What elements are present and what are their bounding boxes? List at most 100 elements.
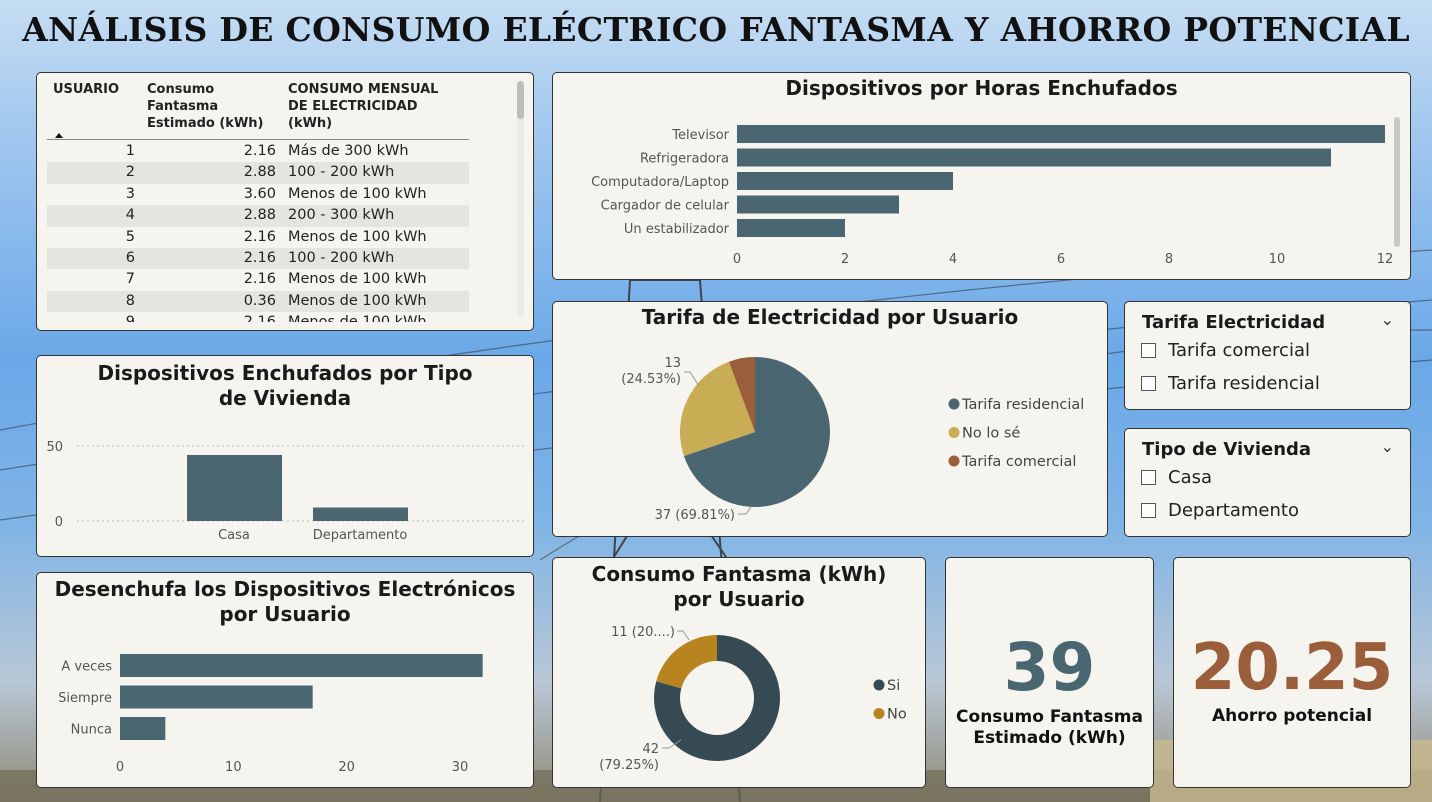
slicer-option-tarifa-comercial[interactable]: Tarifa comercial <box>1141 340 1310 361</box>
vivienda-slicer-title: Tipo de Vivienda <box>1142 439 1312 460</box>
table-row[interactable]: 4 2.88 200 - 300 kWh <box>47 205 469 227</box>
bar <box>737 172 953 190</box>
legend-marker <box>948 398 960 410</box>
table-cell: Menos de 100 kWh <box>288 228 427 245</box>
table-cell: 2.16 <box>243 250 276 266</box>
table-cell: Menos de 100 kWh <box>288 292 427 309</box>
category-label: Siempre <box>58 691 112 706</box>
table-body: 1 2.16 Más de 300 kWh 2 2.88 100 - 200 kWh 3 3.… <box>47 141 469 322</box>
bar <box>120 717 166 740</box>
legend-marker <box>948 427 960 438</box>
vivienda-slicer: Tipo de Vivienda ⌄ Casa Departamento <box>1124 428 1411 537</box>
table-row[interactable]: 5 2.16 Menos de 100 kWh <box>47 227 469 248</box>
category-label: Televisor <box>671 128 729 143</box>
table-cell: 4 <box>125 207 135 224</box>
fantasma-chart-title: Consumo Fantasma (kWh) por Usuario <box>591 562 887 611</box>
table-cell: 2 <box>125 164 135 181</box>
checkbox[interactable] <box>1141 470 1156 485</box>
vivienda-chart-card: Dispositivos Enchufados por Tipo de Vivi… <box>36 355 534 557</box>
pie-slice <box>683 357 830 507</box>
table-cell: 6 <box>125 250 135 266</box>
table-cell: 2.88 <box>243 164 276 181</box>
slicer-option-label: Tarifa residencial <box>1168 373 1320 394</box>
tarifa-slicer-title: Tarifa Electricidad <box>1142 312 1326 333</box>
table-row[interactable]: 2 2.88 100 - 200 kWh <box>47 162 469 184</box>
bar <box>120 654 483 677</box>
bar <box>313 507 408 521</box>
donut-slice <box>654 635 780 761</box>
category-label: Computadora/Laptop <box>591 175 729 190</box>
table-cell: 3 <box>125 185 135 202</box>
page-title: ANÁLISIS DE CONSUMO ELÉCTRICO FANTASMA Y… <box>22 10 1410 49</box>
table-row[interactable]: 1 2.16 Más de 300 kWh <box>47 141 469 162</box>
table-row[interactable]: 9 2.16 Menos de 100 kWh <box>47 312 469 322</box>
desenchufa-chart-card: Desenchufa los Dispositivos Electrónicos… <box>36 572 534 788</box>
kpi-ahorro-label: Ahorro potencial <box>1211 706 1373 726</box>
desenchufa-bar-chart: A veces Siempre Nunca 0 10 20 30 <box>58 654 483 775</box>
legend-label: No lo sé <box>962 426 1020 442</box>
bar <box>737 148 1331 167</box>
bar <box>737 195 899 214</box>
x-tick-label: 8 <box>1165 252 1173 267</box>
scrollbar-thumb[interactable] <box>517 81 524 119</box>
column-header-consumo-mensual[interactable]: CONSUMO MENSUAL DE ELECTRICIDAD (kWh) <box>288 82 439 131</box>
chevron-down-icon[interactable]: ⌄ <box>1380 437 1394 456</box>
checkbox[interactable] <box>1141 503 1156 518</box>
slicer-option-label: Tarifa comercial <box>1168 340 1310 361</box>
vivienda-chart-title: Dispositivos Enchufados por Tipo de Vivi… <box>97 361 473 410</box>
kpi-consumo-card: 39 Consumo Fantasma Estimado (kWh) <box>945 557 1154 788</box>
category-label: Nunca <box>71 723 112 738</box>
legend-label: Tarifa comercial <box>961 454 1076 470</box>
checkbox[interactable] <box>1141 376 1156 391</box>
fantasma-donut-chart: 11 (20....) 42(79.25%) Si No <box>599 625 907 773</box>
x-tick-label: 10 <box>225 760 242 775</box>
legend-label: Si <box>887 678 900 694</box>
x-tick-label: 10 <box>1269 252 1286 267</box>
table-row[interactable]: 7 2.16 Menos de 100 kWh <box>47 269 469 290</box>
kpi-ahorro-card: 20.25 Ahorro potencial <box>1173 557 1411 788</box>
table-cell: 9 <box>47 312 135 322</box>
horas-chart-title: Dispositivos por Horas Enchufados <box>785 76 1178 100</box>
table-cell: 2.88 <box>243 207 276 224</box>
data-label: (79.25%) <box>599 758 659 773</box>
table-cell: 8 <box>125 292 135 309</box>
x-tick-label: 6 <box>1057 252 1065 267</box>
table-cell: Más de 300 kWh <box>288 143 409 159</box>
kpi-consumo-label: Consumo Fantasma Estimado (kWh) <box>956 707 1143 748</box>
legend-marker <box>873 679 885 691</box>
bar <box>737 219 845 237</box>
category-label: Departamento <box>313 528 408 543</box>
x-tick-label: 0 <box>733 252 741 267</box>
column-header-usuario[interactable]: USUARIO <box>53 82 120 97</box>
bar <box>120 685 313 709</box>
table-cell: 2.16 <box>147 312 276 322</box>
table-row[interactable]: 3 3.60 Menos de 100 kWh <box>47 184 469 205</box>
table-cell: 100 - 200 kWh <box>288 164 395 181</box>
data-label: 13 <box>664 356 681 371</box>
checkbox[interactable] <box>1141 343 1156 358</box>
column-header-consumo-fantasma[interactable]: Consumo Fantasma Estimado (kWh) <box>147 82 264 131</box>
x-tick-label: 0 <box>116 760 124 775</box>
slicer-option-tarifa-residencial[interactable]: Tarifa residencial <box>1141 373 1320 394</box>
table-row[interactable]: 8 0.36 Menos de 100 kWh <box>47 290 469 313</box>
leader-line <box>662 739 682 749</box>
slicer-option-casa[interactable]: Casa <box>1141 467 1212 488</box>
category-label: A veces <box>61 660 112 675</box>
table-cell: 5 <box>125 228 135 245</box>
tarifa-slicer: Tarifa Electricidad ⌄ Tarifa comercial T… <box>1124 301 1411 410</box>
slicer-option-label: Departamento <box>1168 500 1299 521</box>
slicer-option-departamento[interactable]: Departamento <box>1141 500 1299 521</box>
table-cell: 100 - 200 kWh <box>288 250 395 266</box>
table-row[interactable]: 6 2.16 100 - 200 kWh <box>47 248 469 270</box>
category-label: Cargador de celular <box>601 199 730 214</box>
data-label: 42 <box>642 742 659 757</box>
chevron-down-icon[interactable]: ⌄ <box>1380 310 1394 329</box>
bar <box>737 125 1385 143</box>
tarifa-pie-chart: 13(24.53%) 37 (69.81%) Tarifa residencial N… <box>621 356 1084 523</box>
sort-ascending-icon[interactable] <box>55 133 63 138</box>
x-tick-label: 2 <box>841 252 849 267</box>
y-tick-label: 50 <box>46 440 63 455</box>
table-cell: 3.60 <box>243 185 276 202</box>
table-scrollbar[interactable] <box>517 81 524 317</box>
table-cell: 0.36 <box>243 292 276 309</box>
